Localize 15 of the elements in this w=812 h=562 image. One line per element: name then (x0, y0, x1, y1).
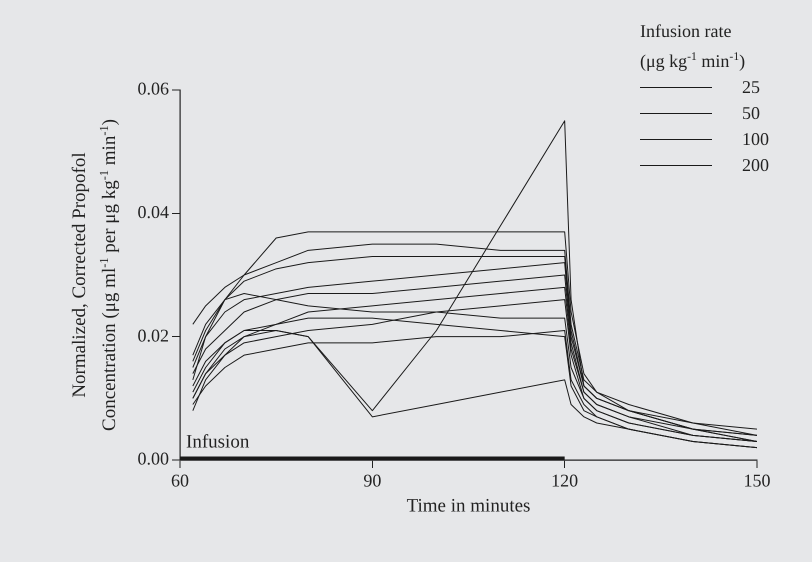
legend-label: 100 (742, 128, 769, 150)
series-label: Infusion (186, 431, 250, 452)
legend-label: 25 (742, 76, 760, 98)
legend-label: 200 (742, 154, 769, 176)
x-tick-label: 60 (171, 470, 189, 491)
x-tick-label: 150 (744, 470, 770, 491)
x-tick-label: 90 (363, 470, 382, 491)
legend-title: Infusion rate (μg kg$^{-1}$ min$^{-1}$) (640, 20, 746, 73)
x-axis-title: Time in minutes (406, 496, 530, 517)
legend-label: 50 (742, 102, 760, 124)
y-tick-label: 0.04 (138, 202, 169, 222)
y-tick-label: 0.00 (138, 448, 169, 469)
x-tick-label: 120 (551, 470, 578, 491)
y-tick-label: 0.06 (138, 78, 169, 99)
y-tick-label: 0.02 (138, 325, 169, 346)
